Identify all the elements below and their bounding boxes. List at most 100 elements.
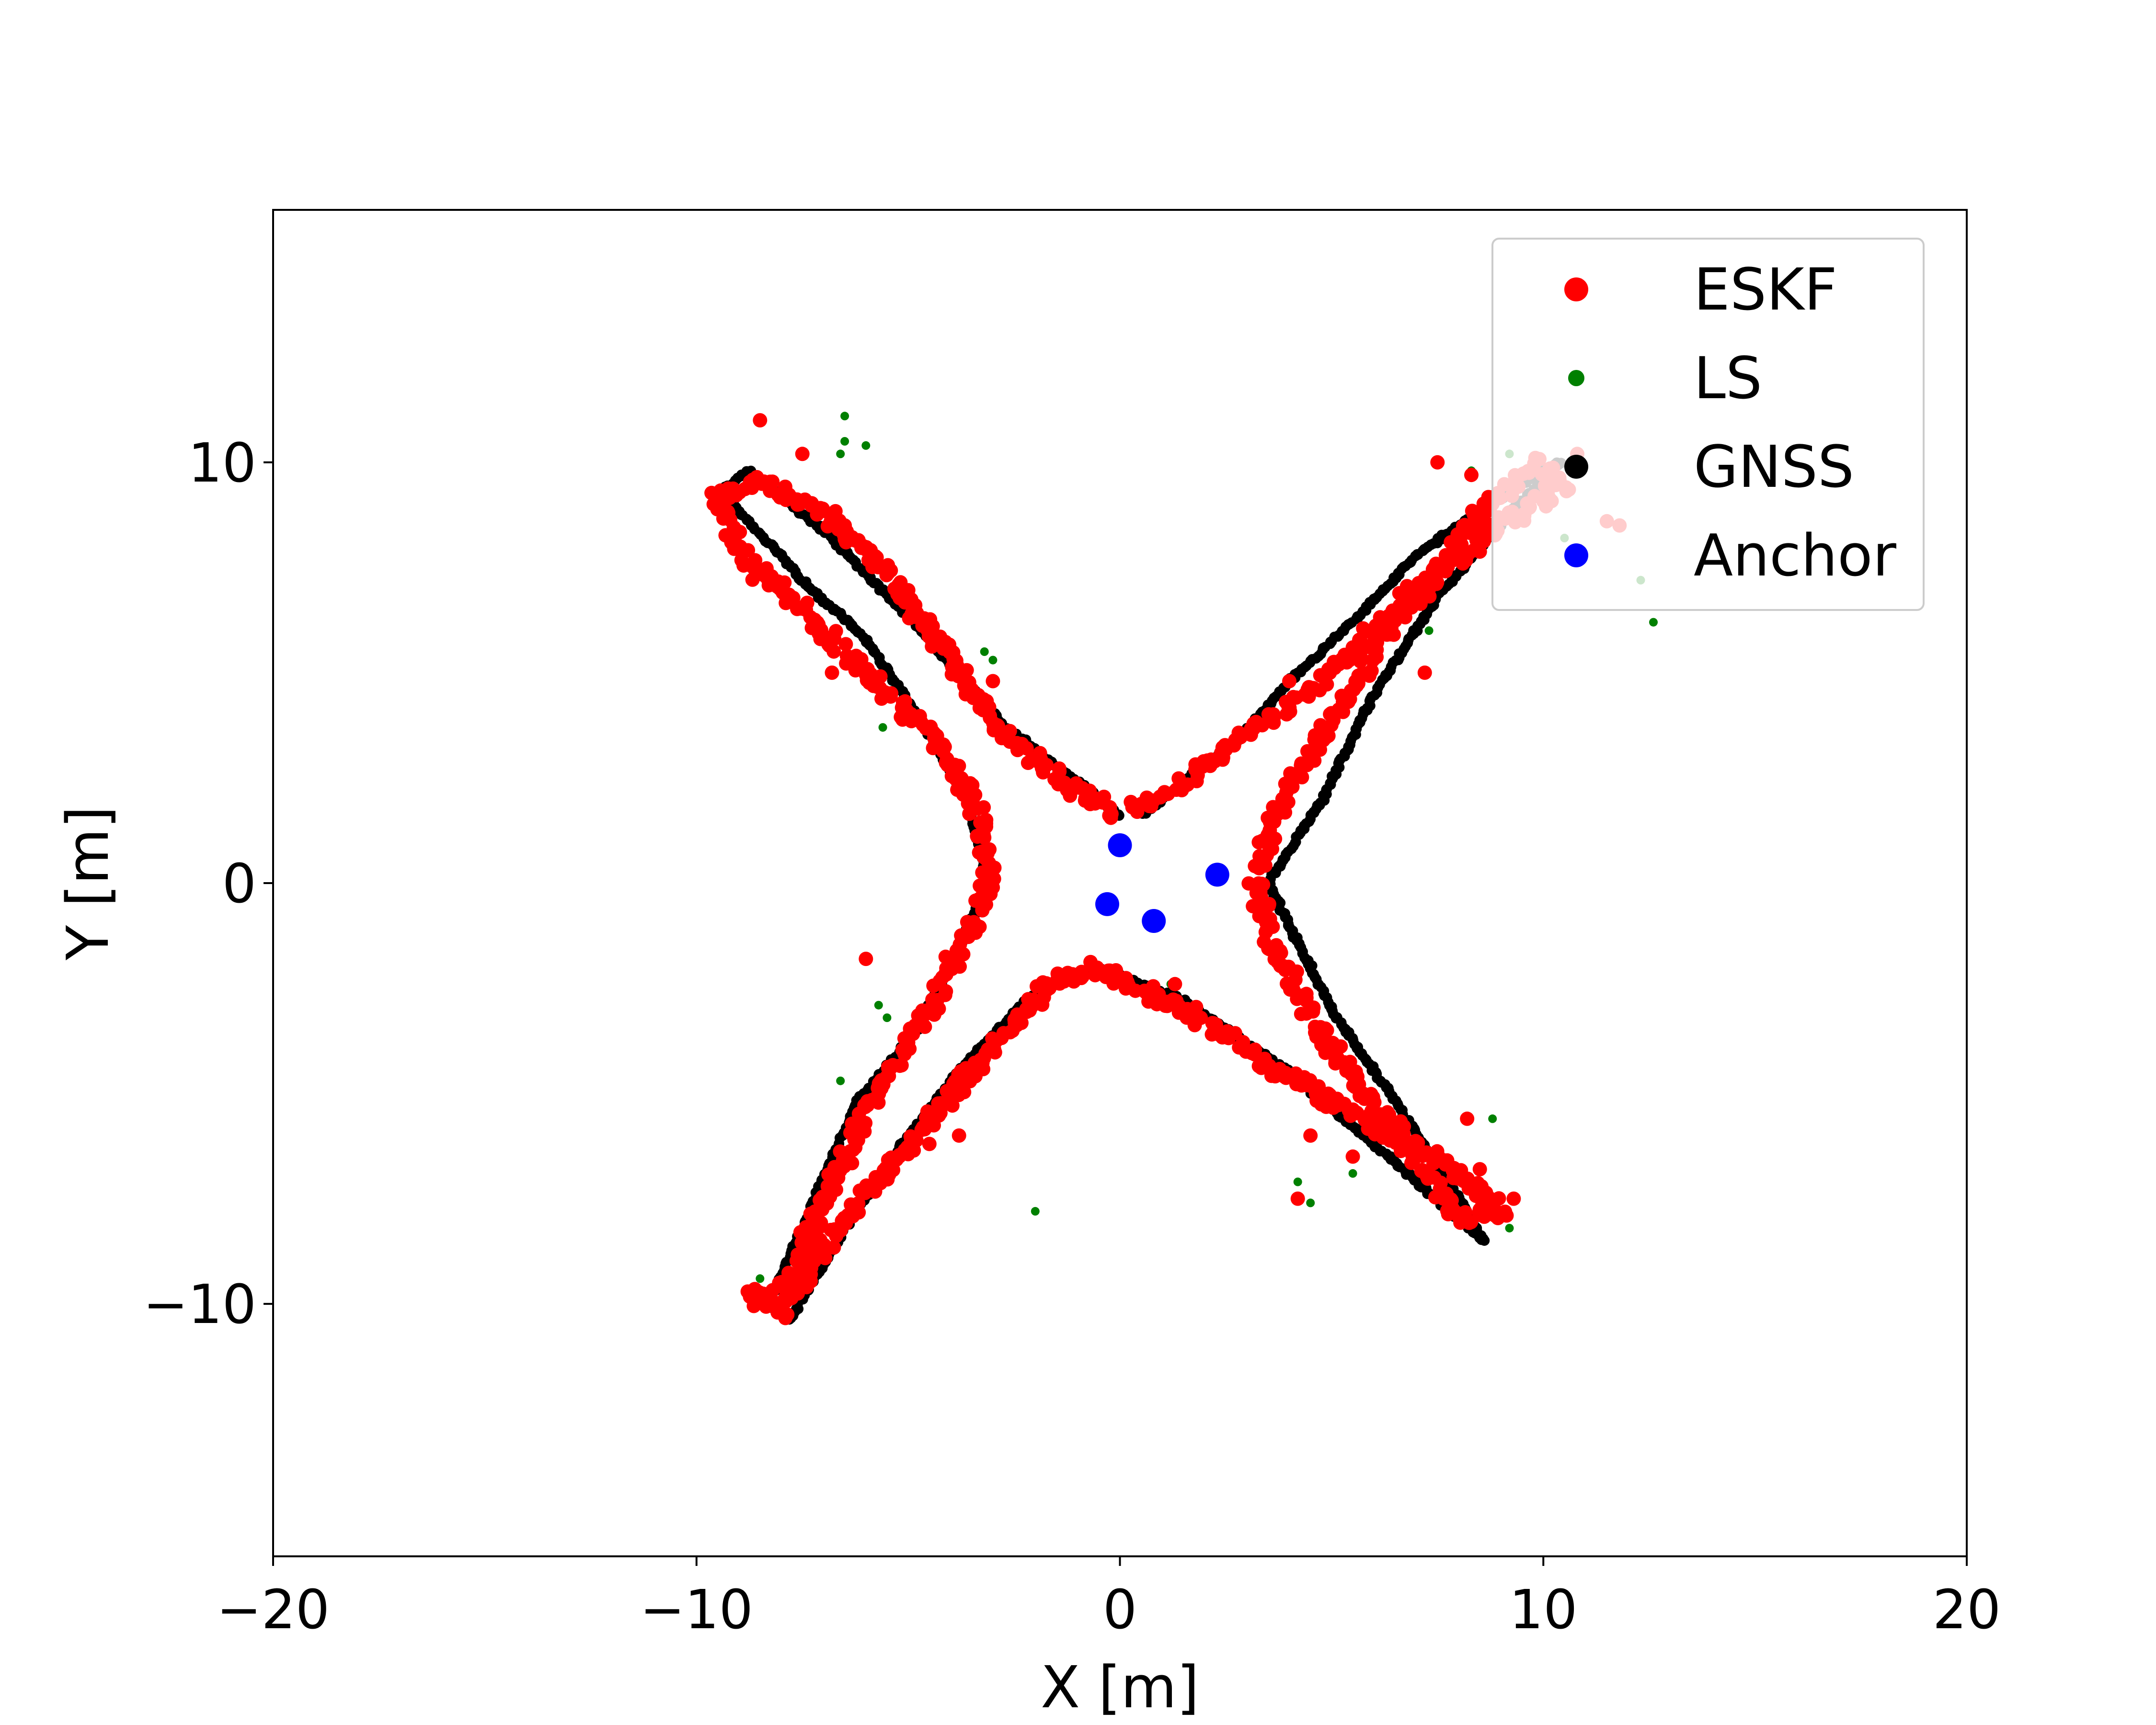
data-point-ls xyxy=(1306,1198,1315,1208)
data-point-eskf xyxy=(971,688,986,702)
data-point-eskf xyxy=(859,665,873,680)
data-point-eskf xyxy=(792,1251,807,1265)
data-point-eskf xyxy=(1174,776,1189,790)
data-point-eskf xyxy=(1294,1007,1308,1022)
data-point-anchor xyxy=(1095,892,1119,916)
data-point-eskf xyxy=(1279,1070,1294,1085)
data-point-eskf xyxy=(734,553,749,567)
legend-marker-anchor xyxy=(1564,543,1588,567)
data-point-ls xyxy=(988,656,998,665)
data-point-eskf xyxy=(1109,963,1124,978)
data-point-ls xyxy=(756,1274,765,1283)
x-tick-label: 10 xyxy=(1509,1579,1578,1641)
data-point-eskf xyxy=(1078,792,1093,806)
data-point-ls xyxy=(1348,1169,1357,1178)
data-point-eskf xyxy=(926,978,941,993)
data-point-eskf xyxy=(1326,713,1341,727)
data-point-eskf xyxy=(795,447,810,461)
data-point-eskf xyxy=(1215,740,1230,755)
data-point-eskf xyxy=(821,1167,836,1182)
data-point-eskf xyxy=(745,572,760,587)
data-point-ls xyxy=(1424,626,1434,635)
data-point-eskf xyxy=(1168,977,1182,991)
data-point-eskf xyxy=(885,1058,900,1072)
data-point-eskf xyxy=(780,1307,795,1322)
data-point-eskf xyxy=(1297,687,1312,702)
data-point-eskf xyxy=(1325,1035,1340,1050)
data-point-eskf xyxy=(1009,1018,1024,1033)
data-point-ls xyxy=(980,647,989,656)
data-point-ls xyxy=(840,412,849,421)
data-point-eskf xyxy=(1266,715,1281,730)
data-point-eskf xyxy=(904,713,919,728)
data-point-eskf xyxy=(1456,556,1470,571)
series-anchor xyxy=(1095,833,1229,933)
data-point-eskf xyxy=(1303,1128,1318,1143)
data-point-eskf xyxy=(1345,1149,1360,1164)
legend-label-gnss: GNSS xyxy=(1694,434,1854,501)
data-point-eskf xyxy=(1464,468,1479,483)
legend: ESKF LS GNSS Anchor xyxy=(1491,238,1925,611)
data-point-eskf xyxy=(1241,876,1256,891)
data-point-eskf xyxy=(986,674,1000,689)
data-point-eskf xyxy=(1282,674,1296,689)
data-point-ls xyxy=(874,1000,883,1010)
legend-label-anchor: Anchor xyxy=(1694,523,1897,589)
data-point-eskf xyxy=(1269,938,1284,953)
data-point-eskf xyxy=(723,512,738,527)
data-point-eskf xyxy=(1417,665,1432,680)
data-point-eskf xyxy=(753,413,768,428)
data-point-eskf xyxy=(922,1137,937,1151)
data-point-ls xyxy=(878,723,887,732)
data-point-eskf xyxy=(1364,663,1379,678)
data-point-ls xyxy=(1488,1114,1497,1123)
data-point-ls xyxy=(836,449,845,459)
data-point-ls xyxy=(840,437,849,446)
legend-marker-eskf xyxy=(1564,277,1588,301)
data-point-eskf xyxy=(851,1196,866,1211)
data-point-eskf xyxy=(975,900,990,915)
x-axis-label: X [m] xyxy=(1041,1655,1199,1721)
data-point-eskf xyxy=(1246,899,1261,914)
data-point-eskf xyxy=(1456,546,1470,561)
x-tick-label: 0 xyxy=(1103,1579,1137,1641)
data-point-ls xyxy=(1505,1224,1514,1233)
data-point-eskf xyxy=(949,943,964,958)
data-point-eskf xyxy=(1157,785,1172,800)
data-point-eskf xyxy=(952,1128,966,1143)
y-tick-label: −10 xyxy=(143,1274,256,1336)
data-point-ls xyxy=(1649,618,1658,627)
data-point-eskf xyxy=(1430,455,1445,470)
data-point-eskf xyxy=(1460,1111,1475,1126)
data-point-eskf xyxy=(987,861,1002,875)
data-point-eskf xyxy=(1415,1162,1430,1177)
data-point-eskf xyxy=(1106,976,1121,991)
data-point-ls xyxy=(1293,1177,1302,1186)
y-axis-label: Y [m] xyxy=(55,806,122,961)
data-point-eskf xyxy=(786,590,801,605)
data-point-eskf xyxy=(1221,1031,1236,1046)
data-point-eskf xyxy=(1472,1162,1487,1177)
plot-marks xyxy=(704,412,1658,1325)
data-point-ls xyxy=(1031,1207,1040,1216)
data-point-eskf xyxy=(1433,1182,1447,1196)
data-point-eskf xyxy=(970,828,985,843)
data-point-eskf xyxy=(895,1043,910,1058)
data-point-eskf xyxy=(1125,800,1140,815)
data-point-ls xyxy=(836,1076,845,1085)
legend-marker-ls xyxy=(1568,370,1584,386)
data-point-eskf xyxy=(1263,917,1278,932)
data-point-eskf xyxy=(825,665,839,680)
legend-label-ls: LS xyxy=(1694,345,1762,412)
data-point-eskf xyxy=(1047,772,1062,787)
data-point-eskf xyxy=(726,481,741,496)
data-point-eskf xyxy=(1506,1191,1521,1206)
x-tick-label: −20 xyxy=(217,1579,330,1641)
y-tick-label: 0 xyxy=(222,853,256,915)
data-point-eskf xyxy=(1279,707,1294,722)
data-point-eskf xyxy=(1379,1106,1394,1121)
data-point-eskf xyxy=(727,541,742,556)
data-point-ls xyxy=(883,1013,892,1022)
data-point-eskf xyxy=(1418,570,1433,585)
data-point-eskf xyxy=(838,637,853,652)
